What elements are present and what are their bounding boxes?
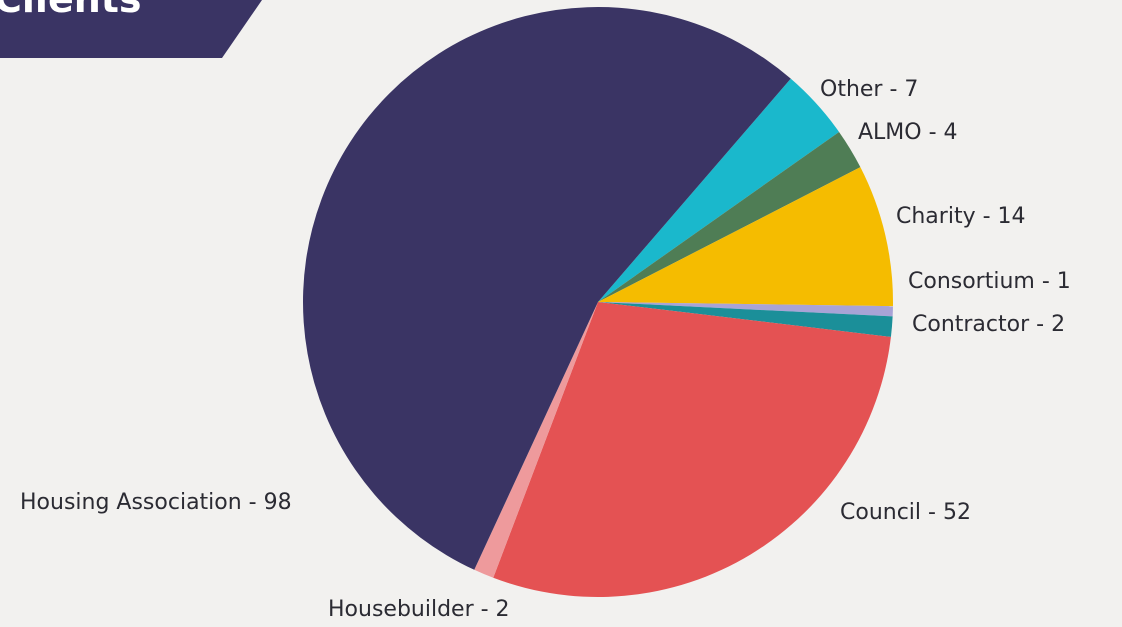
pie-slice (598, 302, 893, 337)
pie-slice (598, 78, 840, 302)
slice-label: Consortium - 1 (908, 269, 1071, 294)
slice-label: Other - 7 (820, 77, 918, 102)
pie-slice (493, 302, 891, 597)
slice-label: Council - 52 (840, 500, 971, 525)
pie-slice (303, 7, 791, 570)
pie-slice (598, 302, 893, 317)
pie-slice (598, 131, 861, 302)
title-banner (0, 0, 262, 58)
slice-label: Contractor - 2 (912, 312, 1065, 337)
pie-slice (474, 302, 598, 578)
slice-label: Housebuilder - 2 (328, 597, 510, 622)
chart-title: Clients (0, 0, 142, 21)
pie (303, 7, 893, 597)
slice-label: ALMO - 4 (858, 120, 958, 145)
slice-label: Housing Association - 98 (20, 490, 292, 515)
slice-label: Charity - 14 (896, 204, 1026, 229)
pie-slice (598, 167, 893, 307)
